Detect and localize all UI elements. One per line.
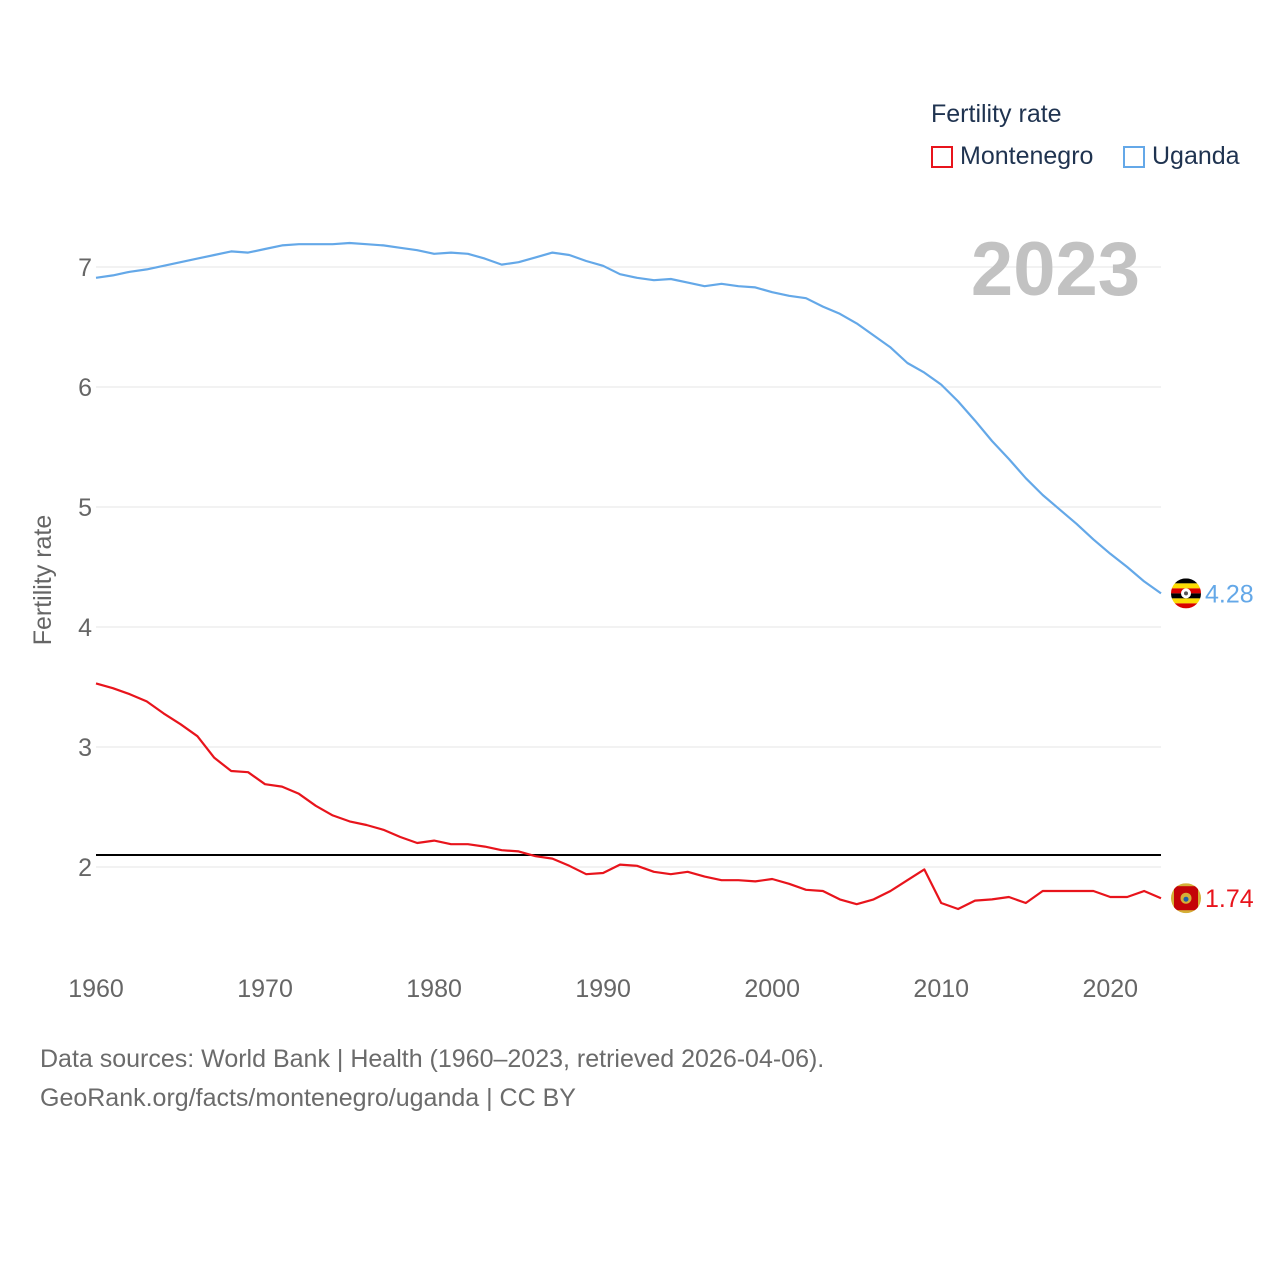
y-axis-ticks: 2 3 4 5 6 7: [78, 254, 92, 882]
legend-swatch-uganda: [1123, 145, 1145, 168]
legend-item-montenegro[interactable]: Montenegro: [931, 142, 1093, 171]
source-line-1: Data sources: World Bank | Health (1960–…: [40, 1045, 825, 1073]
x-axis-ticks: 1960 1970 1980 1990 2000 2010 2020: [68, 975, 1138, 1003]
series-end-markers: 1.74 4.28: [1171, 578, 1254, 914]
legend-swatch-montenegro: [931, 145, 953, 168]
flag-uganda-stripe: [1171, 603, 1201, 609]
y-tick-label-5: 5: [78, 494, 92, 522]
x-tick-label-1970: 1970: [237, 975, 293, 1003]
x-tick-label-2020: 2020: [1082, 975, 1138, 1003]
y-tick-label-7: 7: [78, 254, 92, 282]
x-tick-label-2000: 2000: [744, 975, 800, 1003]
flag-uganda-icon: [1171, 578, 1201, 609]
y-tick-label-3: 3: [78, 734, 92, 762]
flag-uganda-stripe: [1171, 583, 1201, 589]
flag-uganda-crane: [1184, 591, 1188, 596]
series-line-uganda: [95, 241, 1162, 595]
legend-label-montenegro: Montenegro: [960, 142, 1094, 170]
y-tick-label-6: 6: [78, 374, 92, 402]
flag-uganda-stripe: [1171, 578, 1201, 584]
flag-montenegro-body: [1171, 883, 1201, 914]
end-label-montenegro: 1.74: [1205, 885, 1254, 913]
x-tick-label-2010: 2010: [913, 975, 969, 1003]
legend-item-uganda[interactable]: Uganda: [1123, 142, 1240, 171]
flag-montenegro-shield: [1183, 896, 1189, 902]
y-tick-label-2: 2: [78, 854, 92, 882]
end-label-uganda: 4.28: [1205, 580, 1254, 608]
gridlines: [96, 266, 1161, 868]
legend-label-uganda: Uganda: [1152, 142, 1240, 170]
series-lines: [95, 241, 1162, 911]
y-tick-label-4: 4: [78, 614, 92, 642]
y-axis-label: Fertility rate: [29, 515, 57, 646]
flag-uganda-body: [1171, 578, 1201, 609]
flag-uganda-stripe: [1171, 598, 1201, 604]
source-line-2[interactable]: GeoRank.org/facts/montenegro/uganda | CC…: [40, 1084, 576, 1112]
flag-montenegro-icon: [1171, 883, 1201, 914]
current-year-label: 2023: [970, 227, 1140, 312]
legend-title: Fertility rate: [931, 100, 1062, 128]
x-tick-label-1990: 1990: [575, 975, 631, 1003]
x-tick-label-1960: 1960: [68, 975, 124, 1003]
series-line-montenegro: [95, 682, 1162, 911]
x-tick-label-1980: 1980: [406, 975, 462, 1003]
